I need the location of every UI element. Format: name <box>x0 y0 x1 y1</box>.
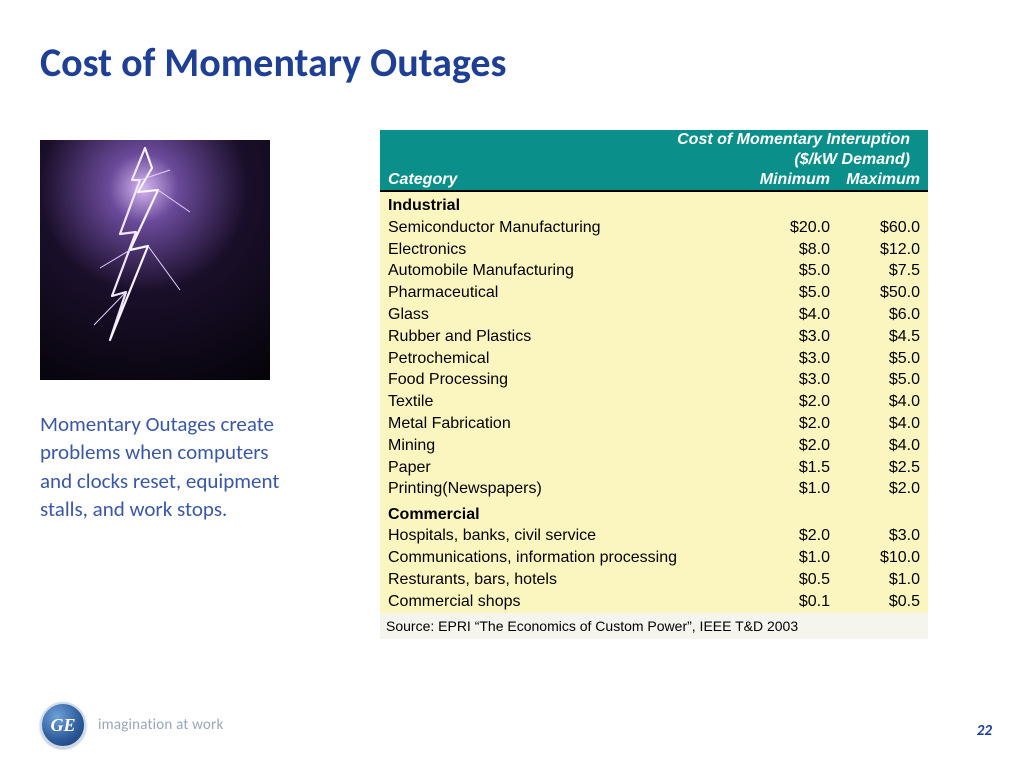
row-max: $12.0 <box>838 239 928 261</box>
row-category: Pharmaceutical <box>380 283 748 305</box>
col-minimum: Minimum <box>748 170 838 191</box>
row-min: $8.0 <box>748 239 838 261</box>
row-min: $1.5 <box>748 457 838 479</box>
row-max: $0.5 <box>838 591 928 613</box>
row-min: $4.0 <box>748 304 838 326</box>
row-max: $3.0 <box>838 526 928 548</box>
table-row: Commercial shops$0.1$0.5 <box>380 591 928 613</box>
row-max: $6.0 <box>838 304 928 326</box>
slide-title: Cost of Momentary Outages <box>40 38 507 87</box>
row-max: $50.0 <box>838 283 928 305</box>
table-header-line2: ($/kW Demand) <box>380 150 928 170</box>
row-min: $20.0 <box>748 217 838 239</box>
row-min: $2.0 <box>748 435 838 457</box>
table-row: Textile$2.0$4.0 <box>380 392 928 414</box>
caption-text: Momentary Outages create problems when c… <box>40 410 300 523</box>
lightning-image <box>40 140 270 380</box>
table-row: Electronics$8.0$12.0 <box>380 239 928 261</box>
row-min: $2.0 <box>748 526 838 548</box>
row-min: $0.1 <box>748 591 838 613</box>
row-max: $7.5 <box>838 261 928 283</box>
col-maximum: Maximum <box>838 170 928 191</box>
row-max: $4.0 <box>838 392 928 414</box>
table-row: Metal Fabrication$2.0$4.0 <box>380 413 928 435</box>
row-category: Automobile Manufacturing <box>380 261 748 283</box>
row-category: Glass <box>380 304 748 326</box>
footer-tagline: imagination at work <box>98 716 224 734</box>
row-max: $4.0 <box>838 435 928 457</box>
row-category: Paper <box>380 457 748 479</box>
table-row: Resturants, bars, hotels$0.5$1.0 <box>380 570 928 592</box>
table-row: Petrochemical$3.0$5.0 <box>380 348 928 370</box>
row-min: $3.0 <box>748 326 838 348</box>
table-source: Source: EPRI “The Economics of Custom Po… <box>380 613 928 639</box>
row-max: $60.0 <box>838 217 928 239</box>
row-category: Food Processing <box>380 370 748 392</box>
row-category: Printing(Newspapers) <box>380 479 748 501</box>
cost-table: Cost of Momentary Interuption ($/kW Dema… <box>380 130 928 639</box>
row-category: Commercial shops <box>380 591 748 613</box>
col-category: Category <box>380 170 748 191</box>
row-category: Electronics <box>380 239 748 261</box>
row-min: $5.0 <box>748 261 838 283</box>
row-min: $1.0 <box>748 548 838 570</box>
footer-logo-area: GE imagination at work <box>40 702 224 748</box>
row-category: Communications, information processing <box>380 548 748 570</box>
row-category: Mining <box>380 435 748 457</box>
row-min: $3.0 <box>748 370 838 392</box>
row-max: $5.0 <box>838 348 928 370</box>
row-max: $4.0 <box>838 413 928 435</box>
table-row: Paper$1.5$2.5 <box>380 457 928 479</box>
section-header: Commercial <box>380 501 928 526</box>
table-row: Mining$2.0$4.0 <box>380 435 928 457</box>
section-header: Industrial <box>380 191 928 217</box>
table-row: Pharmaceutical$5.0$50.0 <box>380 283 928 305</box>
row-category: Metal Fabrication <box>380 413 748 435</box>
ge-logo-icon: GE <box>40 702 86 748</box>
row-min: $1.0 <box>748 479 838 501</box>
row-category: Hospitals, banks, civil service <box>380 526 748 548</box>
row-category: Petrochemical <box>380 348 748 370</box>
row-category: Semiconductor Manufacturing <box>380 217 748 239</box>
row-max: $4.5 <box>838 326 928 348</box>
row-category: Textile <box>380 392 748 414</box>
table-row: Communications, information processing$1… <box>380 548 928 570</box>
table-row: Printing(Newspapers)$1.0$2.0 <box>380 479 928 501</box>
row-max: $5.0 <box>838 370 928 392</box>
table-row: Semiconductor Manufacturing$20.0$60.0 <box>380 217 928 239</box>
row-min: $3.0 <box>748 348 838 370</box>
table-row: Food Processing$3.0$5.0 <box>380 370 928 392</box>
row-max: $2.5 <box>838 457 928 479</box>
row-min: $0.5 <box>748 570 838 592</box>
row-max: $2.0 <box>838 479 928 501</box>
page-number: 22 <box>977 722 992 740</box>
row-category: Resturants, bars, hotels <box>380 570 748 592</box>
row-min: $2.0 <box>748 413 838 435</box>
table-row: Rubber and Plastics$3.0$4.5 <box>380 326 928 348</box>
table-header-line1: Cost of Momentary Interuption <box>380 130 928 150</box>
table-row: Automobile Manufacturing$5.0$7.5 <box>380 261 928 283</box>
row-min: $5.0 <box>748 283 838 305</box>
row-max: $1.0 <box>838 570 928 592</box>
row-max: $10.0 <box>838 548 928 570</box>
row-min: $2.0 <box>748 392 838 414</box>
row-category: Rubber and Plastics <box>380 326 748 348</box>
table-row: Glass$4.0$6.0 <box>380 304 928 326</box>
table-row: Hospitals, banks, civil service$2.0$3.0 <box>380 526 928 548</box>
